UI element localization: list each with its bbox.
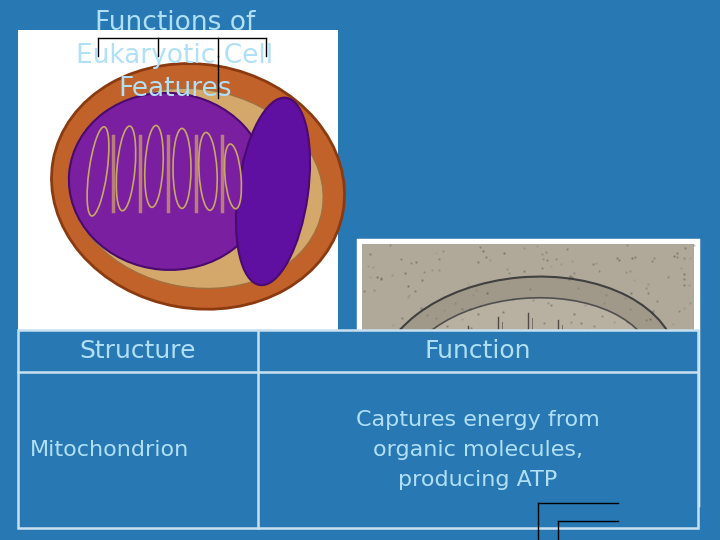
Ellipse shape [173,129,191,208]
Text: Structure: Structure [80,339,197,363]
Ellipse shape [402,298,654,447]
FancyBboxPatch shape [362,244,694,501]
Ellipse shape [52,64,344,309]
Ellipse shape [69,88,323,288]
Ellipse shape [69,93,267,270]
Ellipse shape [145,125,163,207]
Ellipse shape [87,127,109,216]
Ellipse shape [379,276,678,468]
Ellipse shape [199,132,217,211]
Ellipse shape [225,144,241,209]
FancyBboxPatch shape [358,240,698,505]
FancyBboxPatch shape [18,30,338,335]
Text: Function: Function [425,339,531,363]
FancyBboxPatch shape [18,330,698,528]
Ellipse shape [117,126,135,211]
Text: Captures energy from
organic molecules,
producing ATP: Captures energy from organic molecules, … [356,410,600,490]
Text: Functions of
Eukaryotic Cell
Features: Functions of Eukaryotic Cell Features [76,10,274,102]
Text: Mitochondrion: Mitochondrion [30,440,189,460]
Ellipse shape [236,98,310,285]
